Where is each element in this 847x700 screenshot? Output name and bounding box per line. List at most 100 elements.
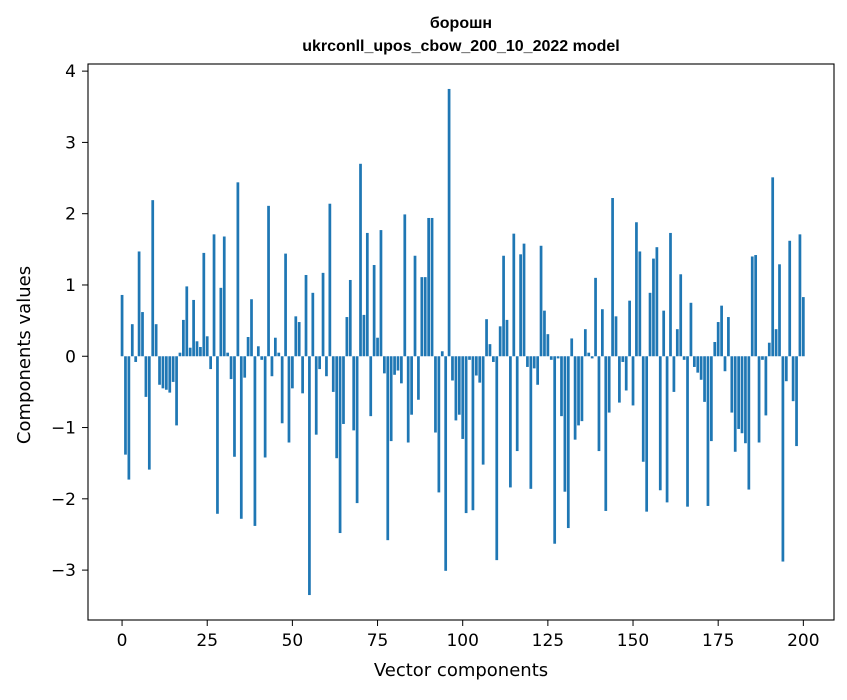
x-tick-label: 25	[196, 631, 218, 651]
bar-component-23	[199, 346, 202, 357]
bar-component-9	[151, 200, 155, 357]
bar-component-152	[638, 251, 642, 357]
bar-component-133	[573, 356, 577, 440]
bar-component-81	[396, 356, 400, 371]
bar-component-124	[543, 310, 546, 357]
chart-title-line2: ukrconll_upos_cbow_200_10_2022 model	[302, 38, 619, 55]
bar-component-102	[468, 356, 471, 360]
y-axis-ticks: −3 −2 −1 0 1 2 3 4	[51, 62, 88, 581]
bar-component-182	[740, 356, 744, 434]
bar-component-171	[703, 356, 706, 402]
bar-component-200	[801, 297, 805, 357]
bar-component-14	[168, 356, 172, 393]
bar-component-191	[771, 177, 775, 357]
bar-component-47	[280, 356, 284, 424]
bar-component-111	[498, 326, 502, 357]
y-tick-label: −1	[51, 419, 76, 439]
bar-component-192	[774, 329, 778, 357]
bar-component-113	[505, 319, 509, 357]
bar-component-107	[485, 319, 488, 357]
bar-component-5	[137, 251, 141, 357]
bar-component-129	[560, 356, 563, 417]
bar-component-94	[440, 351, 444, 357]
bar-component-19	[185, 286, 189, 357]
bar-component-80	[393, 356, 396, 375]
bar-component-160	[665, 356, 669, 503]
bar-component-67	[348, 279, 352, 357]
bar-component-57	[314, 356, 318, 435]
bar-component-77	[382, 356, 386, 374]
bar-component-13	[164, 356, 168, 390]
bar-component-140	[597, 356, 601, 452]
bar-component-15	[171, 356, 175, 382]
bar-component-38	[250, 299, 253, 357]
bar-component-127	[553, 356, 557, 544]
bar-component-148	[624, 356, 628, 391]
y-axis-label: Components values	[14, 266, 35, 444]
bar-component-20	[188, 347, 192, 357]
bar-component-85	[410, 356, 413, 415]
bar-component-48	[284, 253, 287, 357]
bar-component-71	[362, 314, 366, 357]
bar-component-169	[696, 356, 700, 373]
bar-component-137	[587, 352, 591, 357]
x-tick-label: 0	[117, 631, 128, 651]
bar-component-56	[311, 292, 315, 357]
bar-component-145	[614, 316, 618, 357]
bar-component-154	[645, 356, 649, 512]
bar-component-98	[454, 356, 458, 421]
bar-component-150	[631, 356, 635, 406]
bar-component-43	[267, 205, 270, 357]
bar-component-84	[406, 356, 410, 443]
bar-component-176	[720, 305, 723, 357]
bar-component-188	[761, 356, 764, 360]
bar-component-157	[655, 247, 659, 357]
bar-component-143	[607, 356, 611, 413]
bar-component-196	[788, 240, 792, 357]
bar-component-156	[652, 258, 655, 357]
bar-component-178	[727, 317, 730, 357]
bar-component-165	[682, 356, 686, 360]
bar-component-155	[648, 292, 652, 357]
bar-component-55	[308, 356, 311, 596]
bar-component-73	[369, 356, 373, 417]
bar-component-180	[733, 356, 737, 452]
bar-component-135	[580, 356, 584, 422]
bar-component-58	[318, 356, 321, 370]
x-tick-label: 150	[617, 631, 649, 651]
y-tick-label: 3	[65, 133, 76, 153]
bar-component-35	[239, 356, 243, 519]
bar-component-78	[386, 356, 390, 541]
bar-component-27	[212, 234, 216, 357]
bar-component-174	[713, 342, 717, 357]
bar-component-8	[147, 356, 151, 470]
bar-component-34	[236, 182, 240, 357]
bar-component-99	[457, 356, 461, 415]
bar-component-158	[658, 356, 662, 491]
bar-component-41	[260, 356, 264, 360]
bar-component-104	[474, 356, 478, 376]
bar-component-103	[471, 356, 475, 511]
bar-component-28	[216, 356, 219, 514]
bar-component-117	[519, 254, 522, 357]
bar-component-199	[798, 234, 802, 357]
bar-component-12	[161, 356, 165, 389]
bar-component-195	[784, 356, 788, 382]
bar-component-162	[672, 356, 676, 392]
bar-component-184	[747, 356, 751, 490]
bar-component-60	[325, 356, 328, 377]
x-axis-ticks: 0 25 50 75 100 125 150 175 200	[117, 620, 820, 651]
bar-component-189	[764, 356, 768, 416]
x-tick-label: 125	[532, 631, 564, 651]
bar-component-134	[577, 356, 580, 426]
bar-component-11	[158, 356, 161, 385]
bar-component-149	[628, 300, 631, 357]
bar-component-128	[556, 356, 560, 359]
bar-component-101	[464, 356, 468, 514]
bar-component-66	[345, 317, 349, 357]
bar-component-82	[400, 356, 403, 384]
plot-area-frame	[87, 63, 835, 621]
bar-component-87	[417, 356, 420, 400]
